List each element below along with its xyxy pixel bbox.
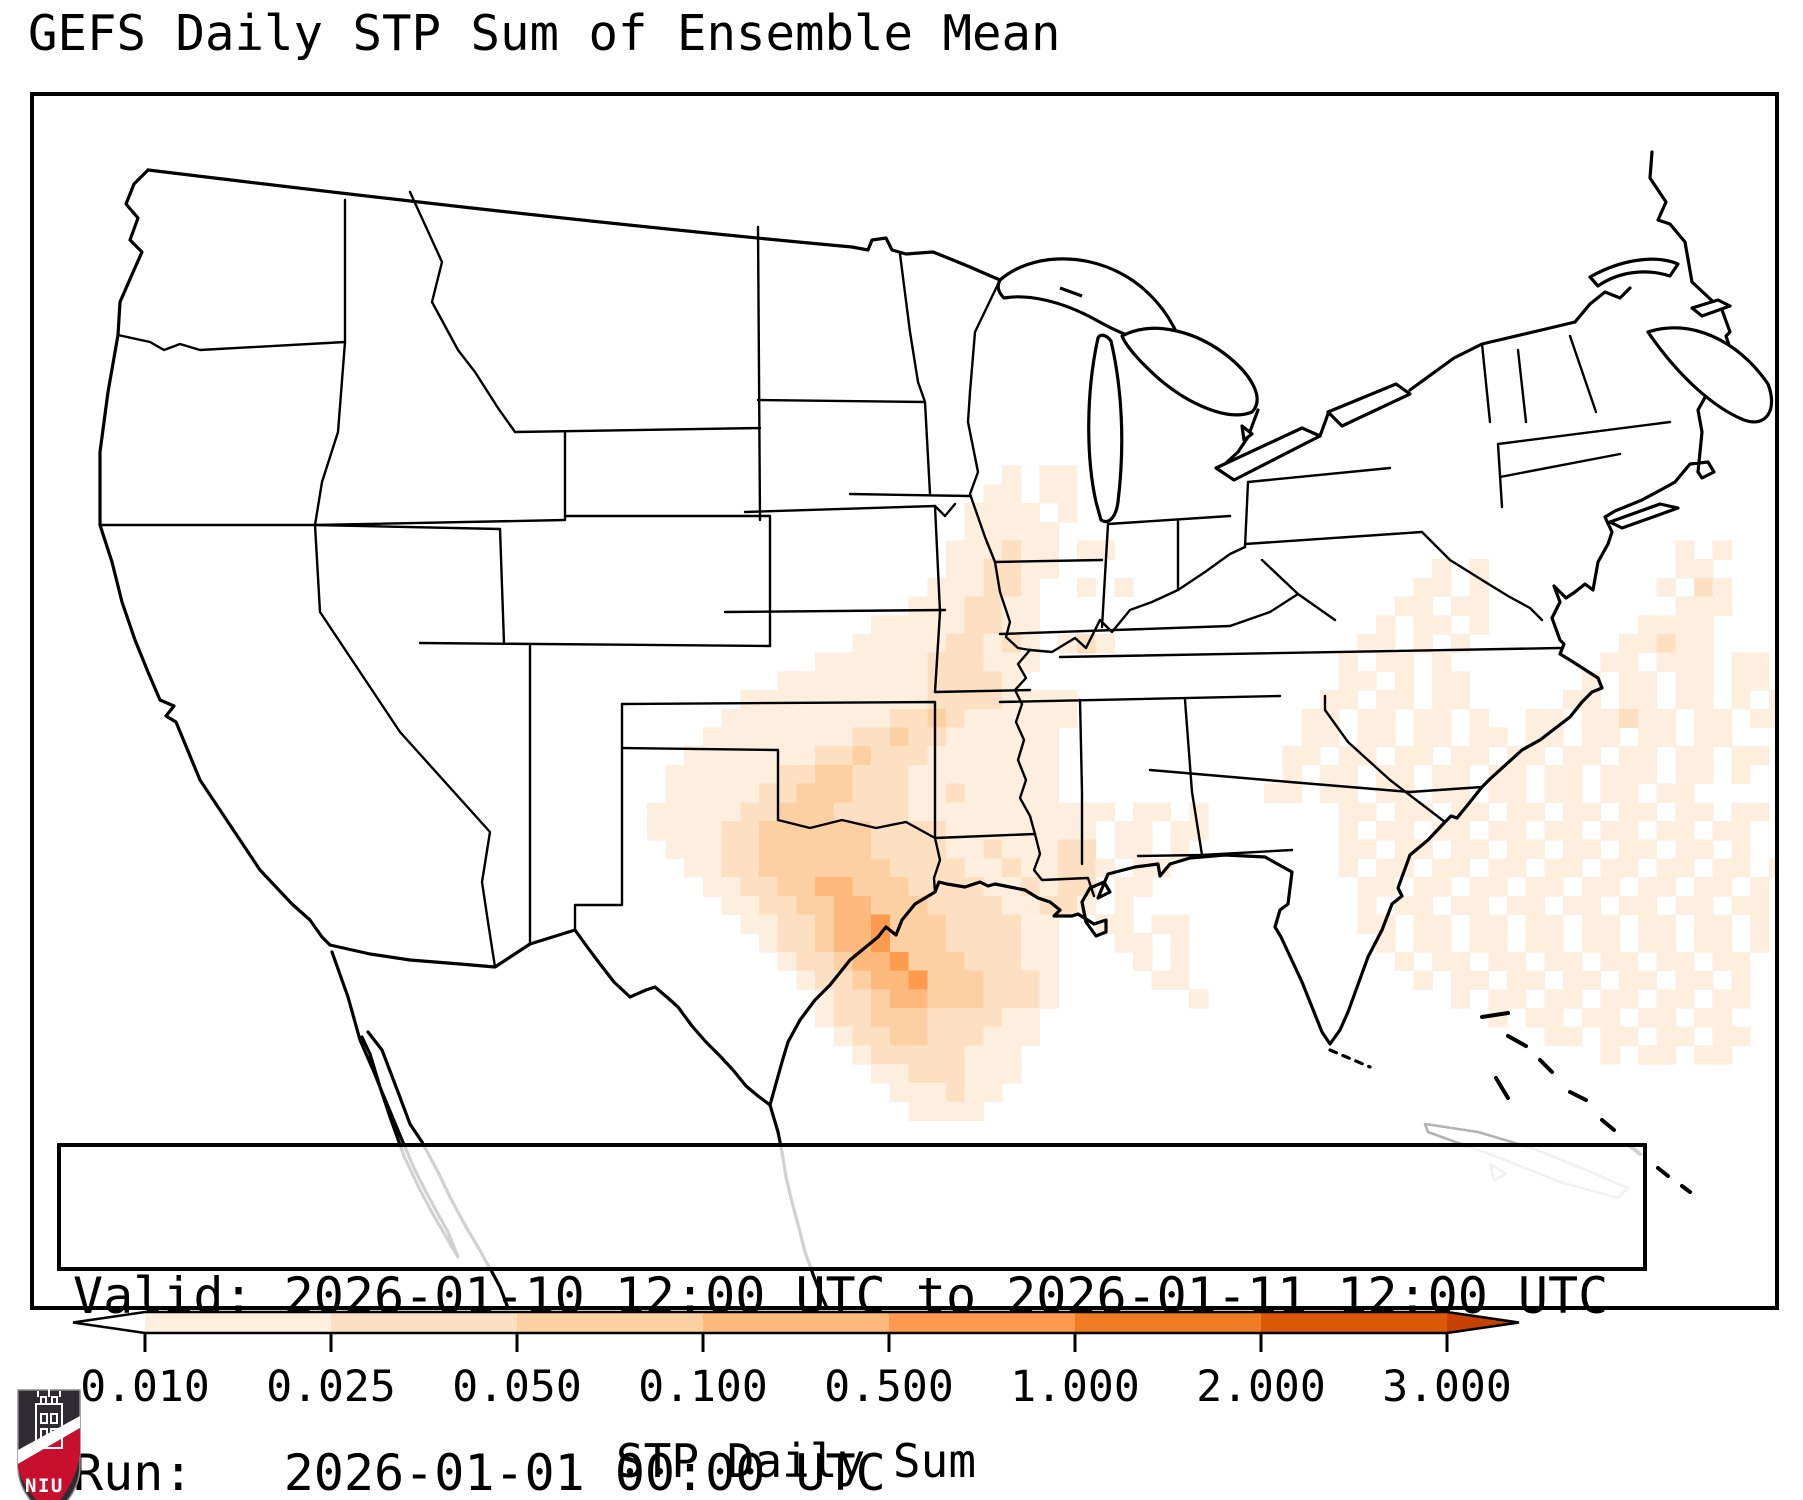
colorbar: 0.010 0.025 0.050 0.100 0.500 1.000 2.000 3.000… (72, 1310, 1520, 1488)
conus-map (30, 92, 1779, 1310)
colorbar-segment (1261, 1312, 1448, 1333)
colorbar-over-arrow (1447, 1312, 1519, 1333)
canada-maritimes-coastline (1646, 298, 1774, 424)
niu-logo-text: NIU (25, 1475, 64, 1497)
colorbar-tick-label: 0.500 (824, 1362, 953, 1412)
stp-heatmap-layer (646, 465, 1779, 1121)
colorbar-tick-label: 0.010 (80, 1362, 209, 1412)
colorbar-tick-label: 0.100 (638, 1362, 767, 1412)
colorbar-tick-label: 3.000 (1382, 1362, 1511, 1412)
niu-swoosh (18, 1416, 80, 1464)
colorbar-area: 0.010 0.025 0.050 0.100 0.500 1.000 2.000 3.000… (0, 1305, 1803, 1500)
colorbar-segment (517, 1312, 704, 1333)
map-area: Valid: 2026-01-10 12:00 UTC to 2026-01-11… (30, 92, 1779, 1500)
colorbar-ticks (143, 1333, 1449, 1352)
us-state-borders (98, 190, 1672, 969)
niu-logo: NIU (17, 1389, 81, 1500)
colorbar-body (72, 1310, 1520, 1335)
colorbar-segment (145, 1312, 332, 1333)
colorbar-segment (331, 1312, 518, 1333)
run-value: 2026-01-01 00:00 UTC (283, 1444, 886, 1500)
run-time-line: Run: 2026-01-01 00:00 UTC (73, 1444, 1643, 1500)
colorbar-segment (1075, 1312, 1262, 1333)
great-lakes (996, 257, 1412, 524)
map-frame (30, 92, 1779, 1310)
mexico-us-border-line (328, 928, 772, 1107)
colorbar-axis-label: STP Daily Sum (616, 1434, 976, 1488)
niu-red-field (18, 1428, 80, 1500)
colorbar-tick-label: 0.025 (266, 1362, 395, 1412)
colorbar-tick-label: 1.000 (1010, 1362, 1139, 1412)
colorbar-tick-label: 0.050 (452, 1362, 581, 1412)
colorbar-tick-label: 2.000 (1196, 1362, 1325, 1412)
valid-run-info-box: Valid: 2026-01-10 12:00 UTC to 2026-01-11… (57, 1143, 1647, 1500)
colorbar-segment (703, 1312, 890, 1333)
colorbar-under-arrow (73, 1312, 145, 1333)
run-label: Run: (73, 1444, 194, 1500)
niu-tower-icon (35, 1389, 63, 1449)
colorbar-segment (889, 1312, 1076, 1333)
colorbar-tick-labels: 0.010 0.025 0.050 0.100 0.500 1.000 2.000 3.000 (80, 1362, 1511, 1412)
page-title: GEFS Daily STP Sum of Ensemble Mean (28, 5, 1061, 62)
